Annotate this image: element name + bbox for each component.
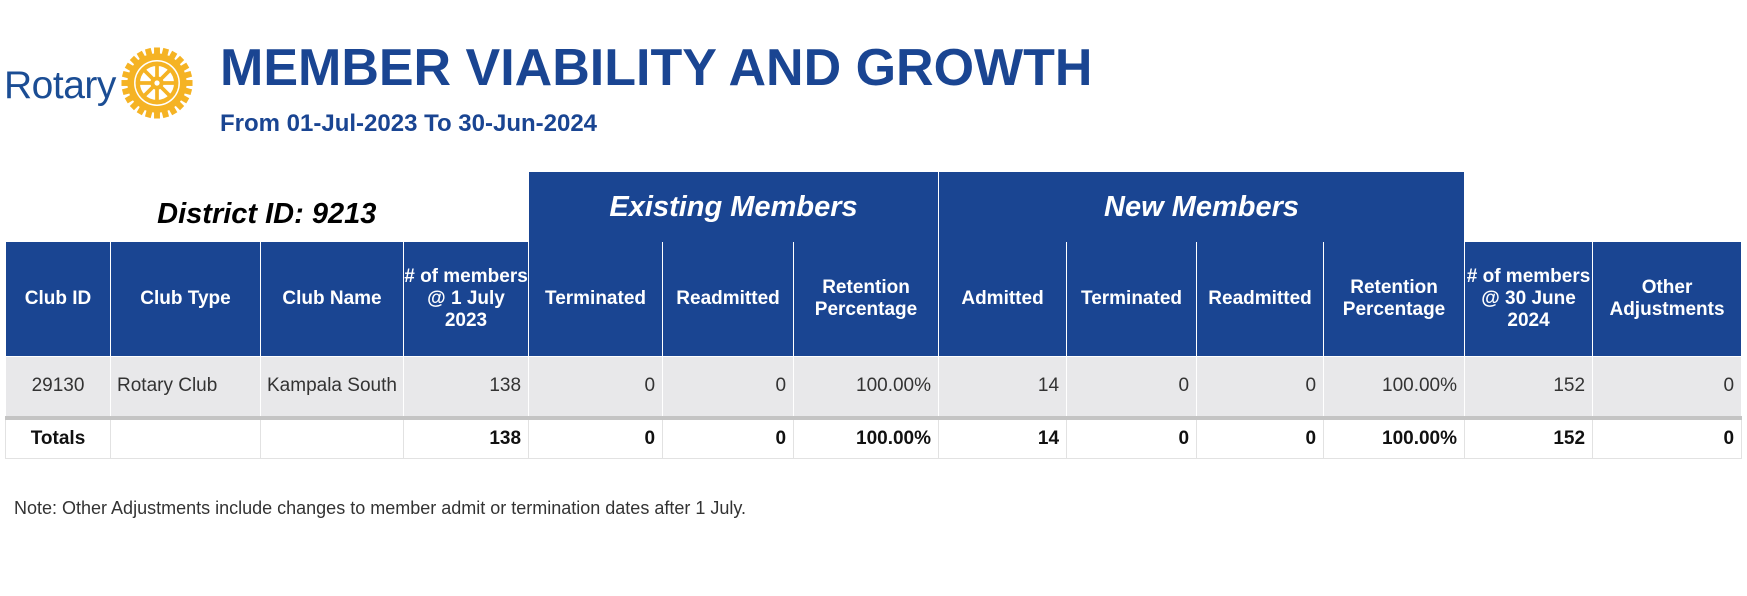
table-row: 29130 Rotary Club Kampala South 138 0 0 … (5, 355, 1743, 419)
column-header-new-retention: Retention Percentage (1323, 242, 1466, 356)
totals-existing-readmitted: 0 (662, 416, 795, 459)
totals-club-type (110, 416, 261, 459)
date-range: From 01-Jul-2023 To 30-Jun-2024 (220, 110, 598, 137)
column-header-members-end: # of members @ 30 June 2024 (1464, 242, 1594, 356)
group-header-existing-members: Existing Members (528, 172, 940, 242)
totals-club-name (260, 416, 404, 459)
column-header-club-id: Club ID (5, 242, 111, 356)
member-viability-table: District ID: 9213 Existing Members New M… (5, 172, 1743, 459)
column-header-club-name: Club Name (260, 242, 404, 356)
cell-new-retention: 100.00% (1323, 355, 1466, 419)
column-header-new-admitted: Admitted (938, 242, 1068, 356)
totals-label: Totals (5, 416, 111, 459)
cell-new-admitted: 14 (938, 355, 1068, 419)
column-header-club-type: Club Type (110, 242, 261, 356)
district-id: District ID: 9213 (157, 197, 377, 230)
cell-club-id: 29130 (5, 355, 111, 419)
column-header-new-readmitted: Readmitted (1196, 242, 1325, 356)
totals-row: Totals 138 0 0 100.00% 14 0 0 100.00% 15… (5, 416, 1743, 459)
cell-members-end: 152 (1464, 355, 1594, 419)
totals-new-readmitted: 0 (1196, 416, 1325, 459)
cell-other-adjustments: 0 (1592, 355, 1743, 419)
cell-club-name: Kampala South (260, 355, 404, 419)
column-header-existing-readmitted: Readmitted (662, 242, 795, 356)
totals-existing-retention: 100.00% (793, 416, 940, 459)
cell-members-start: 138 (402, 355, 530, 419)
totals-new-admitted: 14 (938, 416, 1068, 459)
logo-wordmark: Rotary (4, 64, 116, 107)
cell-existing-retention: 100.00% (793, 355, 940, 419)
cell-club-type: Rotary Club (110, 355, 261, 419)
cell-new-readmitted: 0 (1196, 355, 1325, 419)
totals-new-retention: 100.00% (1323, 416, 1466, 459)
footnote: Note: Other Adjustments include changes … (14, 498, 747, 518)
cell-new-terminated: 0 (1066, 355, 1198, 419)
totals-members-end: 152 (1464, 416, 1594, 459)
group-header-spacer (1465, 172, 1742, 242)
cell-existing-readmitted: 0 (662, 355, 795, 419)
group-header-new-members: New Members (938, 172, 1466, 242)
column-header-existing-terminated: Terminated (528, 242, 664, 356)
rotary-logo: Rotary (4, 46, 194, 120)
page-title: MEMBER VIABILITY AND GROWTH (220, 39, 1093, 97)
rotary-wheel-icon (121, 47, 193, 119)
cell-existing-terminated: 0 (528, 355, 664, 419)
column-header-members-start: # of members @ 1 July 2023 (402, 242, 530, 356)
column-header-other-adjustments: Other Adjustments (1592, 242, 1743, 356)
column-header-existing-retention: Retention Percentage (793, 242, 940, 356)
totals-new-terminated: 0 (1066, 416, 1198, 459)
column-header-new-terminated: Terminated (1066, 242, 1198, 356)
totals-existing-terminated: 0 (528, 416, 664, 459)
totals-members-start: 138 (402, 416, 530, 459)
column-header-row: Club ID Club Type Club Name # of members… (5, 242, 1743, 356)
totals-other-adjustments: 0 (1592, 416, 1743, 459)
report-header: Rotary (0, 0, 1747, 160)
group-header-row: District ID: 9213 Existing Members New M… (6, 172, 1742, 242)
